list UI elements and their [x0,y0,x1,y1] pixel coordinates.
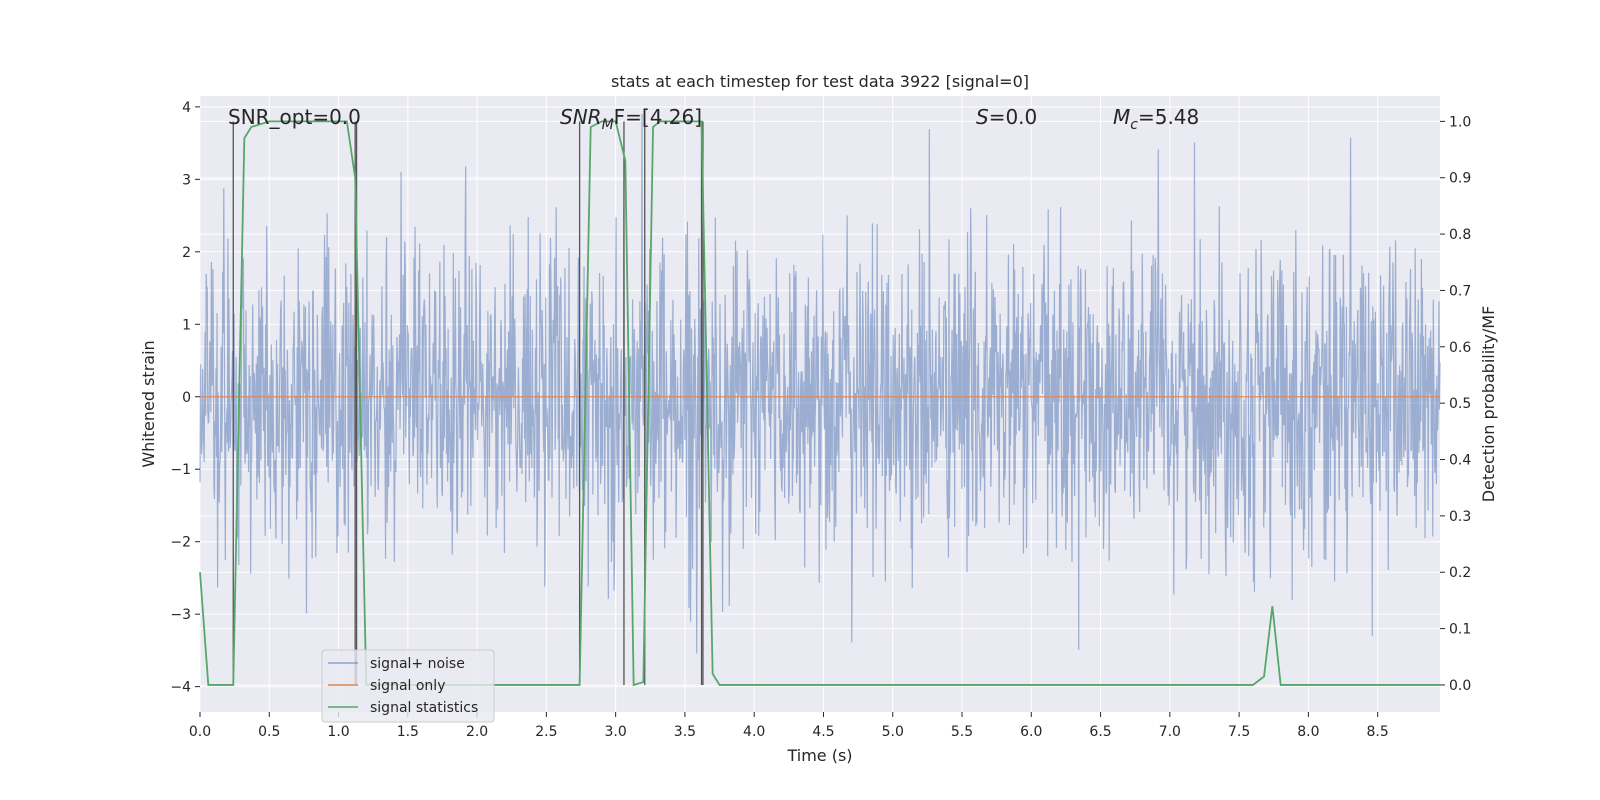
y2-tick-label: 0.5 [1449,396,1471,412]
legend-label-signal-statistics: signal statistics [370,700,478,716]
x-tick-label: 1.0 [327,724,349,740]
snr-mf-sub: M [602,117,614,133]
x-tick-label: 3.0 [605,724,627,740]
x-tick-label: 5.5 [951,724,973,740]
y2-axis-ticks: 0.0 0.1 0.2 0.3 0.4 0.5 0.6 0.7 0.8 0.9 1.0 [1440,114,1471,694]
x-tick-label: 2.5 [535,724,557,740]
y2-tick-label: 0.4 [1449,453,1471,469]
y2-tick-label: 0.0 [1449,678,1471,694]
annotation-snr-opt: SNR_opt=0.0 [228,105,361,129]
x-tick-label: 7.5 [1228,724,1250,740]
x-tick-label: 8.5 [1367,724,1389,740]
y-tick-label: 4 [182,100,191,116]
y-tick-label: 0 [182,390,191,406]
legend-label-signal-noise: signal+ noise [370,656,465,672]
signal-noise-series [199,114,1441,654]
mc-val: =5.48 [1138,105,1199,129]
y-tick-label: −3 [170,607,191,623]
y2-tick-label: 0.2 [1449,565,1471,581]
x-axis-ticks: 0.0 0.5 1.0 1.5 2.0 2.5 3.0 3.5 4.0 4.5 5.0 5.5 6.0 6… [189,712,1389,740]
y2-tick-label: 0.3 [1449,509,1471,525]
x-tick-label: 1.5 [397,724,419,740]
s-val: =0.0 [989,105,1038,129]
y2-tick-label: 0.9 [1449,171,1471,187]
y-tick-label: 3 [182,172,191,188]
y-axis-label: Whitened strain [139,340,158,467]
s-var: S [976,105,989,129]
x-tick-label: 7.0 [1159,724,1181,740]
y2-tick-label: 0.1 [1449,622,1471,638]
chart-title: stats at each timestep for test data 392… [611,72,1029,91]
y-tick-label: −1 [170,462,191,478]
snr-mf-tail: F=[4.26] [614,105,702,129]
annotation-s: S=0.0 [976,105,1037,129]
x-tick-label: 6.5 [1089,724,1111,740]
y2-tick-label: 0.8 [1449,227,1471,243]
y2-tick-label: 1.0 [1449,114,1471,130]
snr-mf-tail-f: F=[4.26] [614,105,702,129]
legend-label-signal-only: signal only [370,678,445,694]
mc-var: M [1113,105,1130,129]
y2-axis-label: Detection probability/MF [1479,306,1498,503]
y-axis-ticks: −4 −3 −2 −1 0 1 2 3 4 [170,100,200,696]
x-tick-label: 6.0 [1020,724,1042,740]
snr-mf-base: SNR [560,105,602,129]
x-tick-label: 4.0 [743,724,765,740]
legend-box [321,649,495,723]
y2-tick-label: 0.6 [1449,340,1471,356]
legend: signal+ noise signal only signal statist… [321,649,495,723]
y-tick-label: 2 [182,245,191,261]
x-tick-label: 4.5 [812,724,834,740]
signal-statistics-series [199,120,1440,687]
y-tick-label: 1 [182,317,191,333]
y2-tick-label: 0.7 [1449,283,1471,299]
x-tick-label: 0.5 [258,724,280,740]
y-tick-label: −4 [170,680,191,696]
annotation-snr-mf: SNRMF=[4.26] [560,105,702,133]
x-tick-label: 5.0 [882,724,904,740]
signal-noise-line [199,114,1441,654]
annotation-mc: Mc=5.48 [1113,105,1199,133]
y-tick-label: −2 [170,535,191,551]
mc-sub: c [1130,117,1138,133]
x-axis-label: Time (s) [786,746,852,765]
signal-statistics-line [199,120,1440,687]
x-tick-label: 3.5 [674,724,696,740]
x-tick-label: 8.0 [1297,724,1319,740]
x-tick-label: 0.0 [189,724,211,740]
x-tick-label: 2.0 [466,724,488,740]
